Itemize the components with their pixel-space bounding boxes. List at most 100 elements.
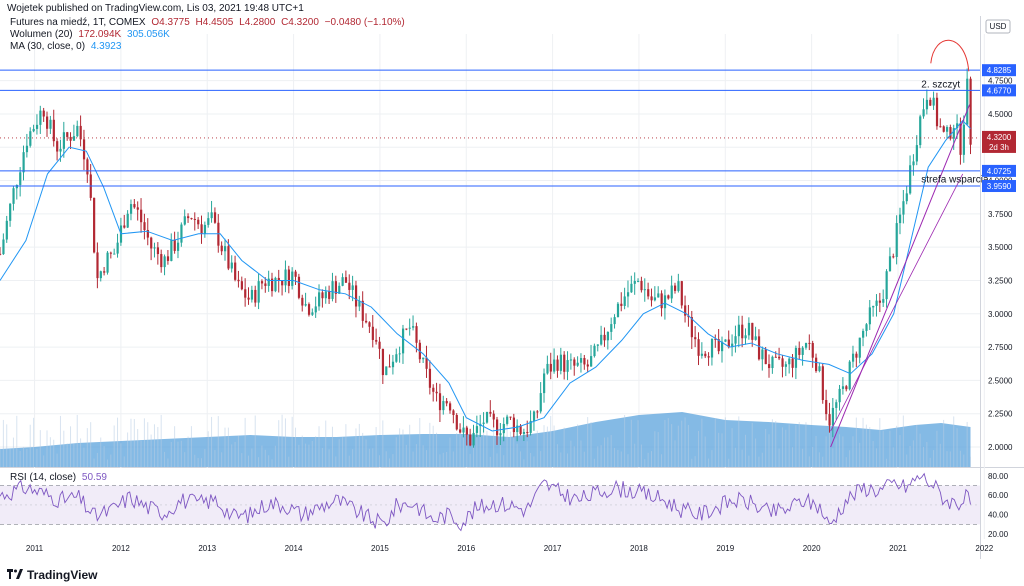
candle-body xyxy=(798,347,801,355)
candle-body xyxy=(677,281,680,291)
candle-body xyxy=(344,277,348,283)
time-tick-label: 2012 xyxy=(112,544,130,553)
rsi-tick-label: 40.00 xyxy=(988,511,1009,520)
candle-body xyxy=(462,427,465,433)
candle-body xyxy=(875,300,878,306)
candle-body xyxy=(207,218,210,225)
candle-body xyxy=(250,289,254,300)
candle-body xyxy=(126,213,129,228)
candle-body xyxy=(264,283,267,286)
legend-open: O4.3775 xyxy=(151,17,190,28)
chart-canvas[interactable]: 2. szczyt strefa wsparcia 2.0000 2.2500 2.5… xyxy=(0,16,1024,561)
footer-brand: TradingView xyxy=(27,568,98,582)
candle-body xyxy=(872,305,875,308)
candle-body xyxy=(576,362,579,366)
volume-area xyxy=(0,412,972,467)
candle-body xyxy=(287,269,290,286)
candle-body xyxy=(234,262,237,280)
candle-body xyxy=(915,145,918,162)
candle-body xyxy=(213,212,217,223)
chart-area[interactable]: 2. szczyt strefa wsparcia 2.0000 2.2500 2.5… xyxy=(0,16,1024,561)
ma-line xyxy=(0,119,971,432)
time-tick-label: 2020 xyxy=(803,544,821,553)
candle-body xyxy=(267,278,270,286)
candle-body xyxy=(459,429,462,433)
candle-body xyxy=(297,276,301,298)
candle-body xyxy=(475,426,479,433)
candle-body xyxy=(532,411,536,421)
countdown-label: 2d 3h xyxy=(989,143,1009,152)
candle-body xyxy=(32,128,35,132)
candle-body xyxy=(747,322,751,336)
candle-body xyxy=(865,324,868,331)
candle-body xyxy=(710,338,714,358)
candle-body xyxy=(613,317,616,325)
candle-body xyxy=(851,353,855,362)
published-line: Wojetek published on TradingView.com, Li… xyxy=(7,3,304,14)
candle-body xyxy=(512,417,515,433)
price-tick-label: 3.0000 xyxy=(988,310,1013,319)
candle-body xyxy=(841,386,845,389)
candle-body xyxy=(690,317,693,338)
candle-body xyxy=(140,209,143,223)
candle-body xyxy=(375,339,378,342)
candle-body xyxy=(86,159,89,175)
candle-body xyxy=(25,145,29,153)
candle-body xyxy=(603,334,606,341)
candle-body xyxy=(93,197,96,253)
candle-body xyxy=(637,280,640,282)
candle-body xyxy=(183,216,186,225)
candle-body xyxy=(321,292,324,299)
candle-body xyxy=(398,353,401,355)
candle-body xyxy=(106,252,109,273)
candle-body xyxy=(99,271,102,279)
candle-body xyxy=(653,297,657,301)
current-price-label: 4.3200 xyxy=(987,133,1012,142)
candle-body xyxy=(368,322,371,327)
legend-rsi-label: RSI (14, close) xyxy=(10,472,77,483)
candle-body xyxy=(338,285,341,294)
candle-body xyxy=(388,366,391,368)
candle-body xyxy=(294,271,297,277)
candle-body xyxy=(895,223,898,257)
candle-body xyxy=(422,357,425,360)
legend-ma-label: MA (30, close, 0) xyxy=(10,41,86,52)
candle-body xyxy=(324,291,327,299)
rsi-tick-label: 60.00 xyxy=(988,491,1009,500)
candle-body xyxy=(771,356,774,369)
price-tick-label: 2.5000 xyxy=(988,376,1013,385)
candle-body xyxy=(371,326,374,340)
price-tick-label: 3.5000 xyxy=(988,243,1013,252)
currency-box xyxy=(985,19,1011,34)
time-tick-label: 2013 xyxy=(198,544,216,553)
candle-body xyxy=(543,373,546,394)
tradingview-logo-icon xyxy=(7,568,23,582)
candle-body xyxy=(203,224,207,234)
rsi-tick-label: 80.00 xyxy=(988,472,1009,481)
legend-close: C4.3200 xyxy=(281,17,319,28)
candle-body xyxy=(741,324,744,339)
candle-body xyxy=(791,358,794,368)
candle-body xyxy=(277,277,280,281)
candle-body xyxy=(227,246,230,269)
price-tick-label: 3.2500 xyxy=(988,276,1013,285)
candle-body xyxy=(492,413,495,420)
candle-body xyxy=(680,281,683,306)
legend-instrument: Futures na miedź, 1T, COMEX xyxy=(10,17,146,28)
candle-body xyxy=(932,97,935,106)
candle-body xyxy=(123,225,126,228)
candle-body xyxy=(230,262,233,269)
price-tick-label: 2.0000 xyxy=(988,443,1013,452)
candle-body xyxy=(630,283,633,293)
time-tick-label: 2014 xyxy=(285,544,303,553)
candle-body xyxy=(694,337,697,340)
candle-body xyxy=(79,125,82,140)
candle-body xyxy=(401,328,405,354)
currency-label: USD xyxy=(990,22,1007,31)
legend-volume-ma: 305.056K xyxy=(127,29,170,40)
candle-body xyxy=(663,295,667,309)
peak-arc xyxy=(930,39,970,72)
candle-body xyxy=(502,423,505,434)
candle-body xyxy=(412,326,415,328)
candle-body xyxy=(956,123,959,129)
